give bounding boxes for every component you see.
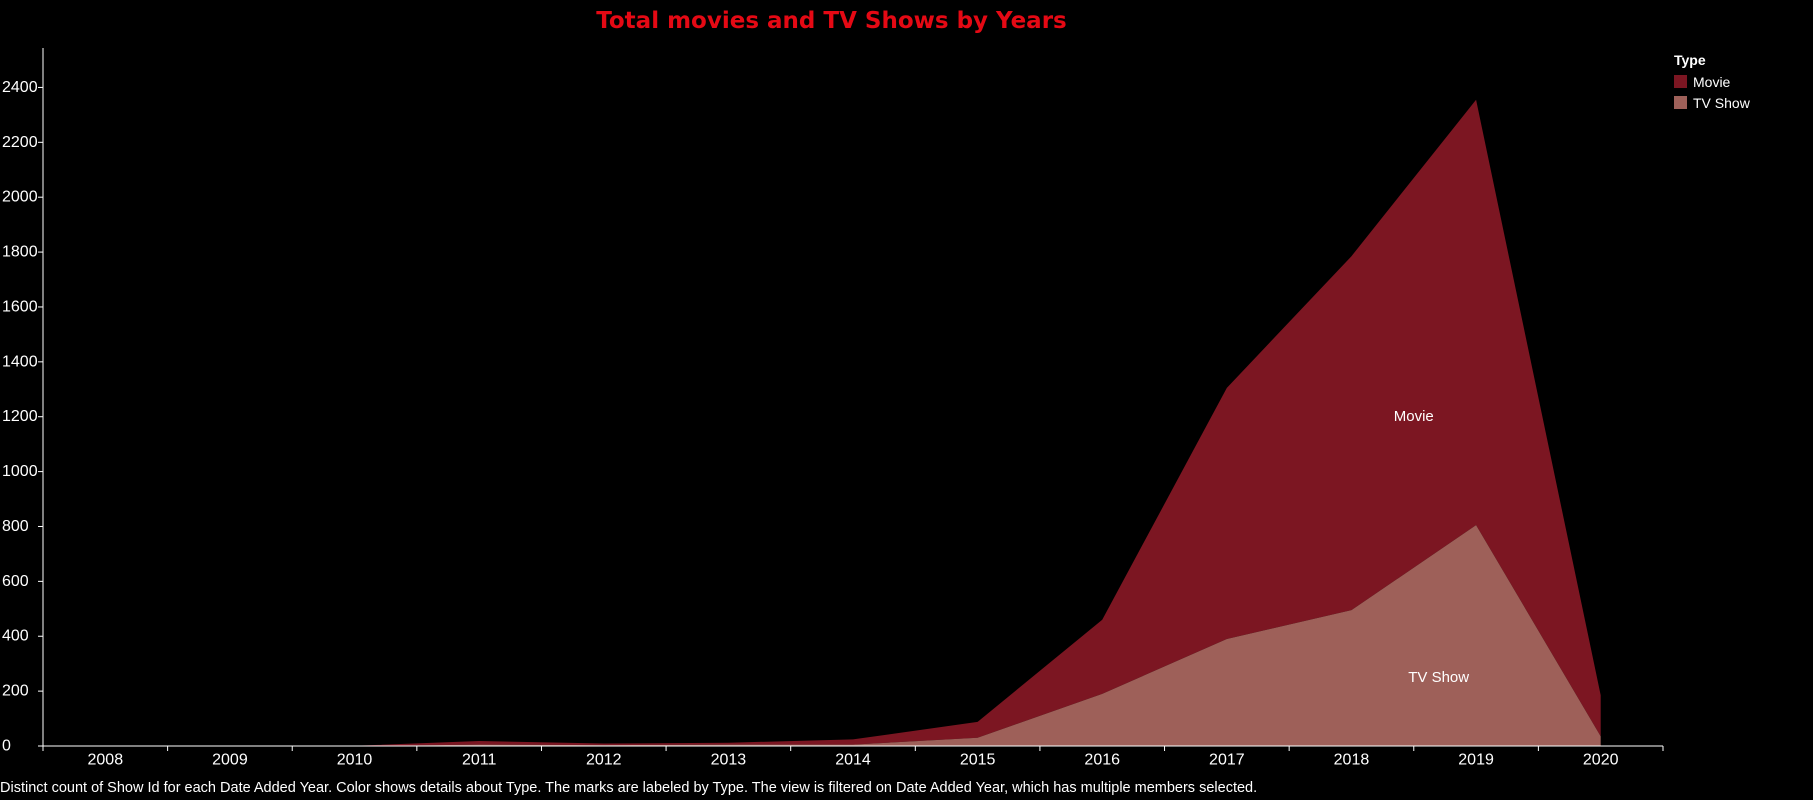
y-tick-label: 600: [2, 573, 29, 590]
y-tick-label: 1800: [2, 244, 38, 261]
area-movie[interactable]: [105, 99, 1601, 746]
y-tick-label: 2000: [2, 189, 38, 206]
areas-layer: [105, 99, 1601, 746]
x-tick-label: 2019: [1458, 752, 1494, 769]
x-tick-label: 2009: [212, 752, 248, 769]
x-tick-label: 2020: [1583, 752, 1619, 769]
y-tick-label: 2400: [2, 79, 38, 96]
legend-swatch-tv-show: [1674, 96, 1687, 109]
legend-title: Type: [1674, 52, 1706, 68]
mark-label-tv-show: TV Show: [1408, 669, 1469, 686]
x-tick-label: 2014: [835, 752, 871, 769]
legend-label-tv-show: TV Show: [1693, 94, 1750, 111]
legend-entry-tv-show[interactable]: TV Show: [1674, 92, 1750, 113]
x-tick-label: 2011: [462, 752, 497, 769]
y-tick-label: 400: [2, 628, 29, 645]
chart-caption: Distinct count of Show Id for each Date …: [0, 780, 1258, 796]
x-tick-label: 2018: [1334, 752, 1370, 769]
chart-title: Total movies and TV Shows by Years: [596, 8, 1067, 34]
y-tick-label: 1000: [2, 463, 38, 480]
y-tick-label: 800: [2, 518, 29, 535]
x-tick-label: 2016: [1084, 752, 1120, 769]
x-tick-label: 2015: [960, 752, 996, 769]
x-tick-label: 2008: [88, 752, 124, 769]
legend-entry-movie[interactable]: Movie: [1674, 71, 1750, 92]
y-tick-label: 200: [2, 683, 29, 700]
mark-labels-layer: Movie TV Show: [1394, 408, 1470, 686]
x-tick-label: 2017: [1209, 752, 1245, 769]
y-tick-label: 1400: [2, 353, 38, 370]
x-tick-label: 2012: [586, 752, 622, 769]
area-tv-show[interactable]: [105, 525, 1601, 746]
y-tick-label: 2200: [2, 134, 38, 151]
x-tick-label: 2010: [337, 752, 373, 769]
legend-label-movie: Movie: [1693, 73, 1731, 90]
mark-label-movie: Movie: [1394, 408, 1434, 425]
axes-layer: 0 200 400 600 800 1000 1200 1400 1600 1800 2000 220…: [2, 48, 1664, 769]
x-tick-label: 2013: [711, 752, 747, 769]
y-tick-label: 0: [2, 738, 11, 755]
y-tick-label: 1600: [2, 298, 38, 315]
y-tick-label: 1200: [2, 408, 38, 425]
legend: Type Movie TV Show: [1674, 52, 1750, 113]
legend-swatch-movie: [1674, 75, 1687, 88]
